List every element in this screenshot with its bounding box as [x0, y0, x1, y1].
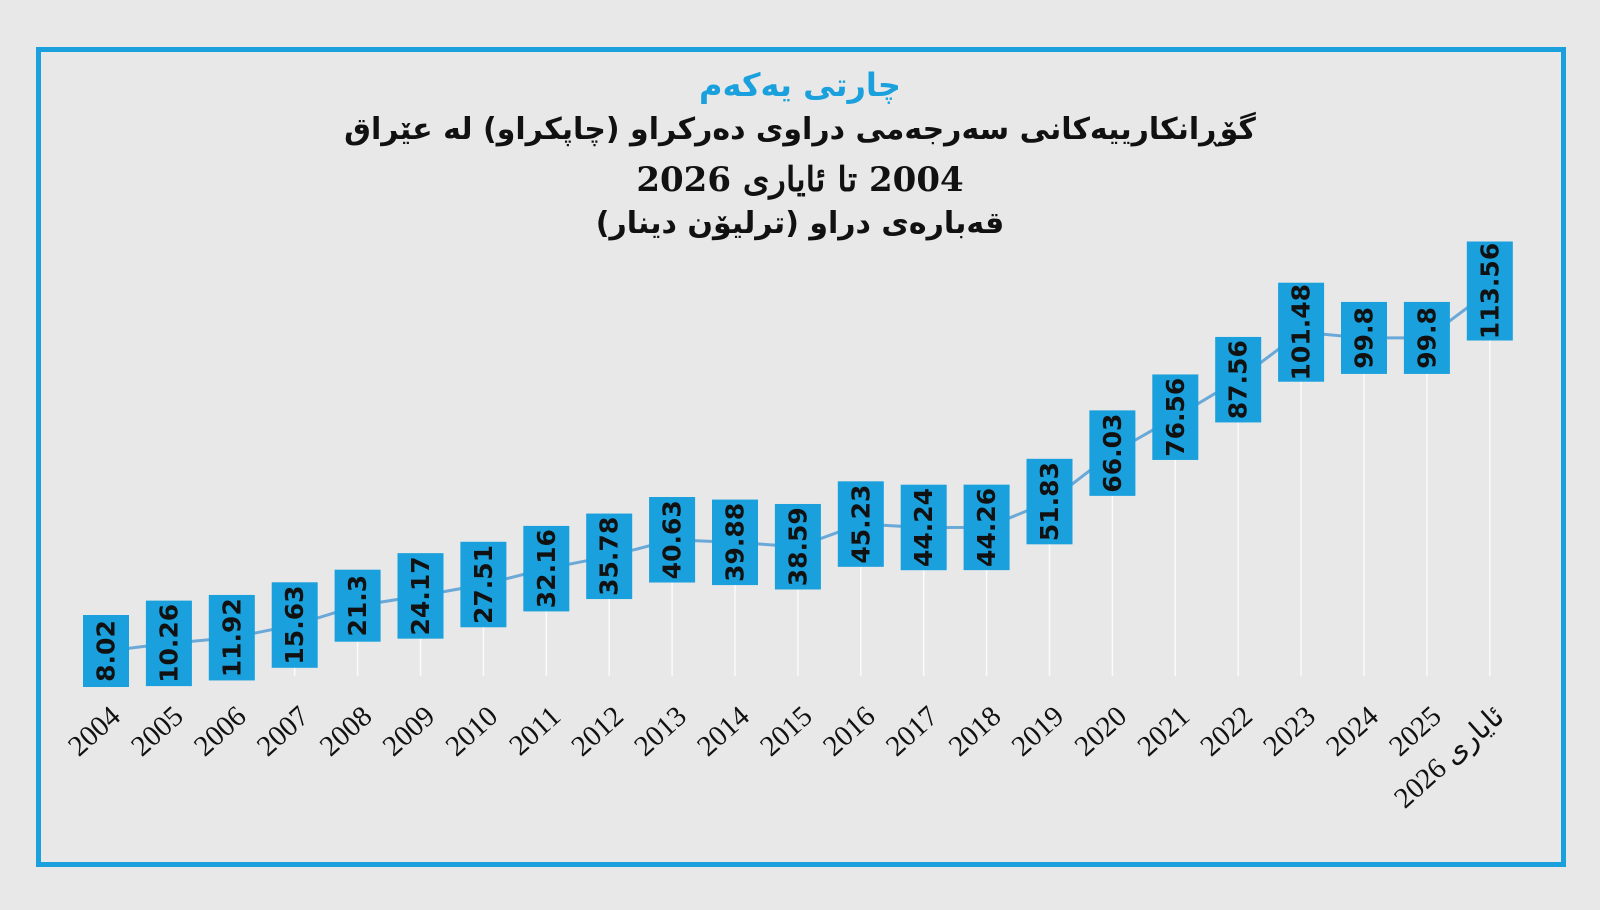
data-label-box: [963, 484, 1010, 571]
data-label-box: [1215, 336, 1262, 423]
x-tick-label: 2013: [628, 700, 693, 763]
chart-number-label: چارتی یەکەم: [699, 66, 901, 104]
x-tick-label: 2014: [691, 700, 756, 763]
data-label: 99.8: [1341, 301, 1387, 374]
data-label-box: [837, 481, 884, 567]
data-label-box: [1341, 301, 1387, 374]
data-label: 35.78: [586, 513, 633, 600]
data-label: 11.92: [208, 594, 255, 681]
data-label-text: 76.56: [1161, 378, 1190, 457]
x-tick-label: 2004: [62, 700, 127, 763]
data-label-text: 113.56: [1475, 243, 1504, 339]
data-label-text: 40.63: [658, 500, 687, 579]
data-label: 8.02: [83, 615, 129, 687]
data-label: 76.56: [1152, 374, 1199, 460]
x-tick-label: 2020: [1069, 700, 1134, 763]
data-label-text: 39.88: [721, 503, 750, 582]
data-label-box: [1278, 282, 1325, 382]
x-tick-label: 2015: [754, 700, 819, 763]
data-label-text: 87.56: [1224, 340, 1253, 419]
data-label-text: 35.78: [595, 517, 624, 596]
x-tick-label: 2010: [440, 700, 505, 763]
data-label-box: [712, 499, 758, 586]
data-label-box: [460, 541, 507, 628]
data-label-box: [523, 525, 570, 612]
data-label-text: 51.83: [1035, 462, 1064, 541]
data-label: 87.56: [1215, 336, 1262, 423]
data-label-box: [145, 600, 192, 687]
data-label-text: 44.26: [972, 488, 1001, 567]
data-label: 27.51: [460, 541, 507, 628]
x-tick-label: 2012: [565, 700, 630, 763]
data-label-text: 10.26: [154, 604, 183, 683]
data-label-box: [1152, 374, 1199, 460]
data-label: 40.63: [649, 497, 696, 583]
chart-title: گۆڕانکارییەکانی سەرجەمی دراوی دەرکراو (چ…: [344, 112, 1256, 147]
data-label-text: 21.3: [343, 575, 372, 637]
data-label-text: 8.02: [92, 620, 121, 682]
data-label: 15.63: [271, 582, 318, 668]
x-tick-label: 2023: [1257, 700, 1322, 763]
data-label-text: 45.23: [846, 485, 875, 564]
x-tick-label: 2017: [880, 700, 945, 763]
data-label-text: 44.24: [909, 488, 938, 567]
x-tick-label: 2018: [943, 700, 1008, 763]
data-label-box: [1403, 301, 1450, 374]
x-tick-label: 2008: [314, 700, 379, 763]
chart-frame: [36, 47, 1566, 867]
data-label-box: [397, 553, 444, 639]
x-tick-label: 2006: [188, 700, 253, 763]
data-label-box: [208, 594, 255, 681]
data-label-box: [83, 615, 129, 687]
data-label: 32.16: [523, 525, 570, 612]
data-label-text: 15.63: [280, 586, 309, 665]
x-tick-label: 2021: [1131, 700, 1196, 763]
x-tick-label: 2022: [1194, 700, 1259, 763]
x-tick-label: 2007: [251, 700, 316, 763]
data-label-text: 32.16: [532, 529, 561, 608]
data-label-text: 99.8: [1412, 307, 1441, 369]
x-tick-label: 2005: [125, 700, 190, 763]
data-label-text: 24.17: [406, 556, 435, 635]
data-label: 101.48: [1278, 282, 1325, 382]
data-label: 10.26: [145, 600, 192, 687]
data-label-box: [1466, 241, 1513, 341]
data-label: 44.26: [963, 484, 1010, 571]
data-label-box: [1026, 458, 1073, 545]
x-tick-label: 2011: [503, 700, 567, 762]
data-label: 39.88: [712, 499, 758, 586]
data-label-box: [649, 497, 696, 583]
data-label-box: [334, 569, 381, 642]
data-label: 113.56: [1466, 241, 1513, 341]
data-label-text: 38.59: [783, 507, 812, 586]
data-label: 66.03: [1089, 410, 1136, 496]
data-label: 44.24: [900, 484, 947, 571]
x-tick-label: 2009: [377, 700, 442, 763]
data-label: 38.59: [774, 503, 821, 590]
data-label-text: 99.8: [1350, 307, 1379, 369]
x-tick-label: 2016: [817, 700, 882, 763]
data-label-box: [271, 582, 318, 668]
chart-subtitle: 2004 تا ئایاری 2026: [636, 160, 964, 200]
data-label: 51.83: [1026, 458, 1073, 545]
x-tick-label: 2024: [1320, 700, 1385, 763]
chart-unit-label: قەبارەی دراو (ترلیۆن دینار): [595, 206, 1005, 241]
data-label-box: [586, 513, 633, 600]
x-tick-label: 2019: [1006, 700, 1071, 763]
data-label-box: [900, 484, 947, 571]
data-label-text: 27.51: [469, 545, 498, 624]
data-label-text: 101.48: [1287, 284, 1316, 380]
data-label: 99.8: [1403, 301, 1450, 374]
data-label: 45.23: [837, 481, 884, 567]
data-label-text: 66.03: [1098, 414, 1127, 493]
data-label: 21.3: [334, 569, 381, 642]
data-label: 24.17: [397, 553, 444, 639]
data-label-box: [1089, 410, 1136, 496]
data-label-text: 11.92: [217, 598, 246, 677]
data-label-box: [774, 503, 821, 590]
